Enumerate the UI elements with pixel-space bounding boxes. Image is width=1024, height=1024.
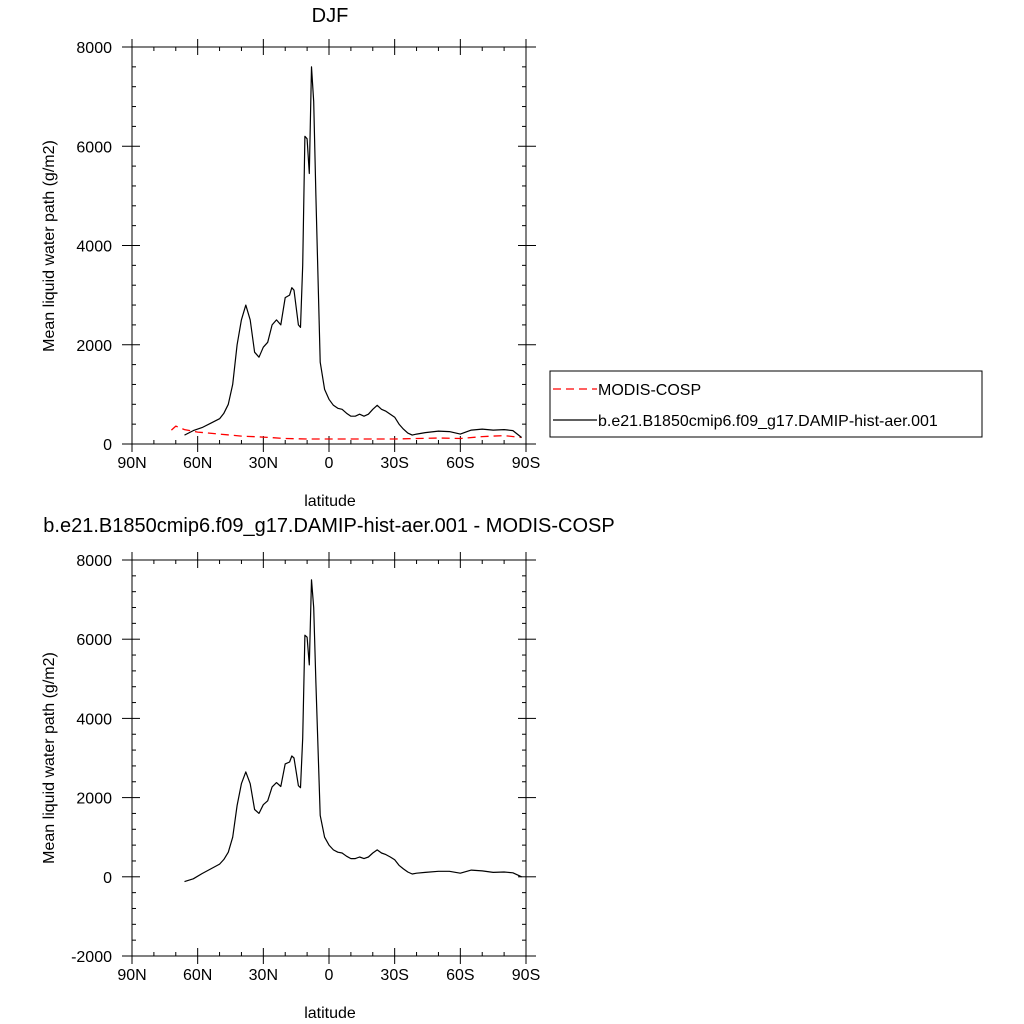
bottom-difference-line <box>184 579 522 883</box>
top-y-tick-label: 4000 <box>76 239 112 256</box>
top-chart-series <box>170 66 522 440</box>
bottom-x-tick-label: 30N <box>249 967 278 984</box>
bottom-x-tick-label: 60S <box>446 967 474 984</box>
bottom-y-tick-label: -2000 <box>71 949 112 966</box>
bottom-x-tick-label: 30S <box>380 967 408 984</box>
legend-label-model: b.e21.B1850cmip6.f09_g17.DAMIP-hist-aer.… <box>598 413 938 430</box>
top-model-line <box>184 66 522 438</box>
top-chart-axes: 90N 60N 30N 0 30S 60S 90S 0 2000 4000 6000 8000 <box>76 39 540 472</box>
top-chart-title: DJF <box>312 5 349 27</box>
bottom-y-tick-label: 8000 <box>76 553 112 570</box>
bottom-chart-title: b.e21.B1850cmip6.f09_g17.DAMIP-hist-aer.… <box>43 515 614 537</box>
top-x-tick-label: 0 <box>325 455 334 472</box>
top-x-tick-label: 30N <box>249 455 278 472</box>
top-x-tick-label: 60S <box>446 455 474 472</box>
top-y-tick-label: 0 <box>103 437 112 454</box>
top-chart-y-label: Mean liquid water path (g/m2) <box>41 140 58 352</box>
bottom-x-tick-label: 90S <box>512 967 540 984</box>
top-y-tick-label: 6000 <box>76 139 112 156</box>
bottom-plot-frame <box>131 559 527 957</box>
legend-box <box>549 370 983 438</box>
top-y-tick-label: 2000 <box>76 338 112 355</box>
bottom-y-tick-label: 2000 <box>76 791 112 808</box>
top-y-tick-label: 8000 <box>76 40 112 57</box>
top-modis-cosp-line <box>170 425 522 440</box>
top-chart: DJF latitude Mean liquid water path (g/m… <box>41 5 540 510</box>
bottom-x-tick-label: 60N <box>183 967 212 984</box>
top-x-tick-label: 90N <box>117 455 146 472</box>
bottom-chart-axes: 90N 60N 30N 0 30S 60S 90S -2000 0 2000 4000 6000 800… <box>71 552 540 984</box>
bottom-chart-y-label: Mean liquid water path (g/m2) <box>41 652 58 864</box>
bottom-x-tick-label: 0 <box>325 967 334 984</box>
bottom-chart-x-label: latitude <box>304 1005 356 1022</box>
top-x-tick-label: 30S <box>380 455 408 472</box>
top-plot-frame <box>131 46 527 445</box>
top-x-tick-label: 60N <box>183 455 212 472</box>
top-x-tick-label: 90S <box>512 455 540 472</box>
bottom-y-tick-label: 4000 <box>76 711 112 728</box>
bottom-chart: b.e21.B1850cmip6.f09_g17.DAMIP-hist-aer.… <box>41 515 615 1022</box>
bottom-x-tick-label: 90N <box>117 967 146 984</box>
legend-label-modis: MODIS-COSP <box>598 382 701 399</box>
top-chart-x-label: latitude <box>304 493 356 510</box>
bottom-y-tick-label: 6000 <box>76 632 112 649</box>
bottom-y-tick-label: 0 <box>103 870 112 887</box>
bottom-chart-series <box>184 579 522 883</box>
legend: MODIS-COSP b.e21.B1850cmip6.f09_g17.DAMI… <box>549 370 983 438</box>
